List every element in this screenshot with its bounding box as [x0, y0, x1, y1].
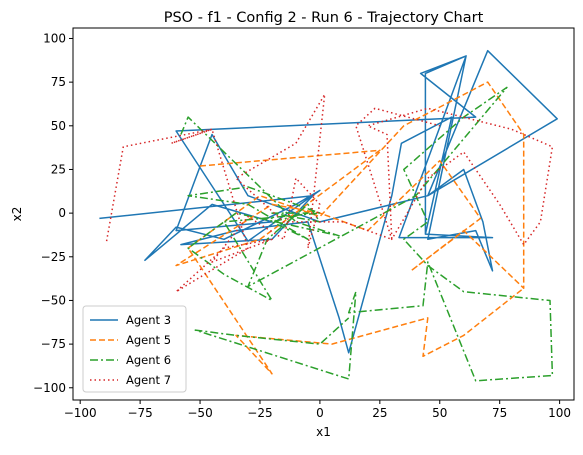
- series-line-agent-3: [99, 49, 558, 354]
- x-tick-label: 50: [432, 406, 447, 420]
- legend-label: Agent 6: [126, 353, 171, 367]
- y-tick-label: −100: [33, 381, 66, 395]
- y-tick-label: −50: [41, 293, 66, 307]
- x-axis: −100 −75 −50 −25 0 25 50 75 100: [64, 400, 571, 420]
- x-tick-label: 25: [372, 406, 387, 420]
- y-tick-label: 25: [51, 162, 66, 176]
- legend-box: [82, 305, 187, 393]
- y-tick-label: −25: [41, 250, 66, 264]
- x-tick-label: −75: [127, 406, 152, 420]
- y-tick-label: −75: [41, 337, 66, 351]
- legend-label: Agent 5: [126, 333, 171, 347]
- y-tick-label: 75: [51, 75, 66, 89]
- series-layer: [99, 49, 558, 382]
- x-tick-label: −100: [64, 406, 97, 420]
- y-axis: −100 −75 −50 −25 0 25 50 75 100: [33, 31, 73, 395]
- legend-label: Agent 3: [126, 313, 171, 327]
- legend-label: Agent 7: [126, 373, 171, 387]
- x-tick-label: 0: [316, 406, 324, 420]
- y-axis-label: x2: [10, 207, 24, 222]
- y-tick-label: 0: [58, 206, 66, 220]
- series-line-agent-6: [180, 86, 554, 382]
- y-tick-label: 100: [43, 31, 66, 45]
- plot-area-frame: [72, 27, 575, 401]
- chart-title: PSO - f1 - Config 2 - Run 6 - Trajectory…: [164, 10, 484, 26]
- x-axis-label: x1: [316, 425, 331, 439]
- y-tick-label: 50: [51, 119, 66, 133]
- series-line-agent-5: [175, 81, 525, 375]
- x-tick-label: 75: [492, 406, 507, 420]
- x-tick-label: −50: [187, 406, 212, 420]
- x-tick-label: 100: [548, 406, 571, 420]
- legend: Agent 3 Agent 5 Agent 6 Agent 7: [82, 305, 187, 393]
- x-tick-label: −25: [247, 406, 272, 420]
